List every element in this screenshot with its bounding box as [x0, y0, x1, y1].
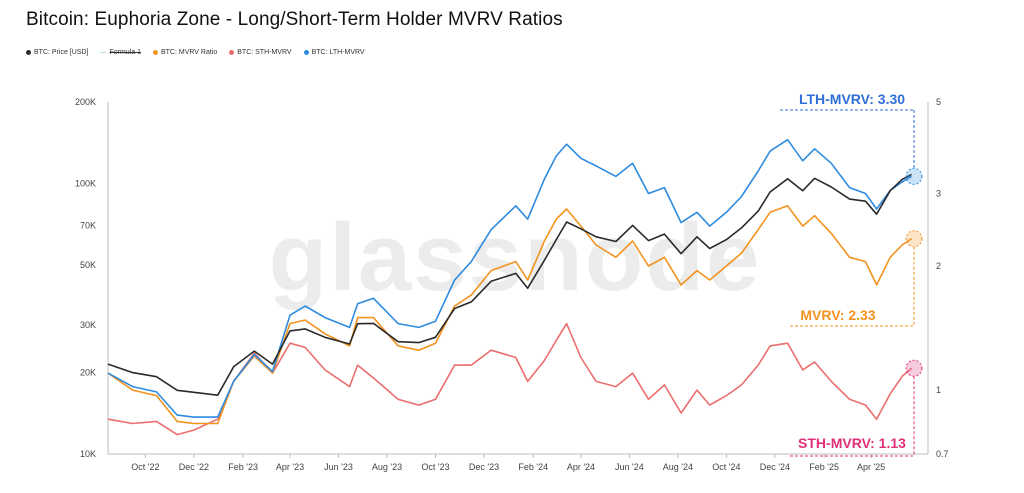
x-tick-label: Feb '23	[228, 462, 258, 472]
left-tick-label: 70K	[80, 220, 96, 230]
x-tick-label: Jun '24	[615, 462, 644, 472]
price-series-line	[107, 173, 912, 396]
x-tick-label: Feb '25	[809, 462, 839, 472]
left-axis: 10K 20K 30K 50K 70K 100K 200K	[75, 97, 109, 459]
mvrv-label: MVRV: 2.33	[800, 307, 875, 323]
legend-swatch	[26, 50, 31, 55]
left-tick-label: 10K	[80, 449, 96, 459]
x-tick-label: Aug '23	[372, 462, 402, 472]
right-tick-label: 1	[936, 385, 941, 395]
x-tick-label: Aug '24	[663, 462, 693, 472]
right-tick-label: 2	[936, 261, 941, 271]
x-tick-label: Oct '24	[712, 462, 740, 472]
legend-item[interactable]: Formula 1	[100, 49, 141, 56]
x-tick-label: Dec '23	[469, 462, 499, 472]
right-axis: 0.7 1 2 3 5	[927, 97, 949, 459]
x-tick-label: Feb '24	[518, 462, 548, 472]
right-tick-label: 5	[936, 97, 941, 107]
left-tick-label: 30K	[80, 320, 96, 330]
chart-legend: BTC: Price [USD] Formula 1 BTC: MVRV Ratio…	[26, 49, 365, 56]
legend-swatch	[303, 50, 309, 55]
lth-end-marker	[905, 167, 923, 185]
x-axis: Oct '22 Dec '22 Feb '23 Apr '23 Jun '23 Aug '…	[108, 453, 928, 472]
left-tick-label: 20K	[80, 368, 96, 378]
legend-label: BTC: STH-MVRV	[237, 49, 292, 56]
legend-swatch	[229, 50, 235, 55]
x-tick-label: Jun '23	[324, 462, 353, 472]
x-tick-label: Apr '23	[276, 462, 304, 472]
legend-label: BTC: LTH-MVRV	[311, 49, 365, 56]
legend-swatch	[100, 52, 107, 53]
mvrv-series-line	[107, 205, 913, 425]
sth-end-marker	[905, 359, 923, 377]
legend-item[interactable]: BTC: STH-MVRV	[229, 49, 292, 56]
legend-item[interactable]: BTC: MVRV Ratio	[152, 49, 218, 56]
x-tick-label: Apr '25	[857, 462, 885, 472]
legend-label: BTC: MVRV Ratio	[160, 49, 218, 56]
mvrv-end-marker	[905, 230, 923, 248]
x-tick-label: Dec '24	[760, 462, 790, 472]
lth-mvrv-series-line	[107, 138, 913, 418]
lth-mvrv-label: LTH-MVRV: 3.30	[799, 91, 905, 107]
sth-mvrv-series-line	[107, 322, 913, 436]
watermark: glassnode	[269, 204, 762, 311]
x-tick-label: Oct '23	[421, 462, 449, 472]
x-tick-label: Oct '22	[131, 462, 159, 472]
annotation-layer: LTH-MVRV: 3.30 MVRV: 2.33 STH-MVRV: 1.13	[798, 91, 906, 451]
chart-title: Bitcoin: Euphoria Zone - Long/Short-Term…	[26, 9, 563, 30]
left-tick-label: 100K	[75, 178, 96, 188]
right-tick-label: 3	[936, 188, 941, 198]
x-tick-label: Apr '24	[567, 462, 595, 472]
x-tick-label: Dec '22	[179, 462, 209, 472]
left-tick-label: 50K	[80, 260, 96, 270]
legend-item[interactable]: BTC: Price [USD]	[26, 49, 88, 56]
legend-label: BTC: Price [USD]	[34, 49, 89, 56]
legend-item[interactable]: BTC: LTH-MVRV	[303, 49, 365, 56]
right-tick-label: 0.7	[936, 449, 949, 459]
left-tick-label: 200K	[75, 97, 96, 107]
legend-label: Formula 1	[109, 49, 141, 56]
sth-mvrv-label: STH-MVRV: 1.13	[798, 435, 906, 451]
legend-swatch	[152, 50, 158, 55]
series-layer	[107, 109, 923, 457]
